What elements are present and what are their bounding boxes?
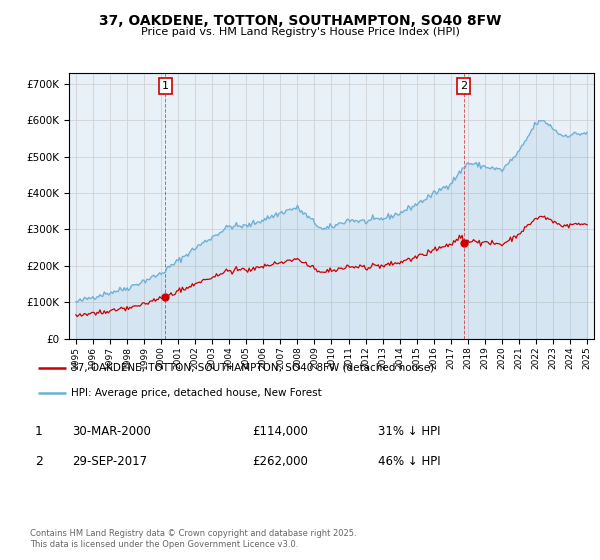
Text: 37, OAKDENE, TOTTON, SOUTHAMPTON, SO40 8FW: 37, OAKDENE, TOTTON, SOUTHAMPTON, SO40 8…	[99, 14, 501, 28]
Text: £262,000: £262,000	[252, 455, 308, 468]
Text: 31% ↓ HPI: 31% ↓ HPI	[378, 425, 440, 438]
Text: 30-MAR-2000: 30-MAR-2000	[72, 425, 151, 438]
Text: 37, OAKDENE, TOTTON, SOUTHAMPTON, SO40 8FW (detached house): 37, OAKDENE, TOTTON, SOUTHAMPTON, SO40 8…	[71, 363, 434, 373]
Text: 46% ↓ HPI: 46% ↓ HPI	[378, 455, 440, 468]
Text: 29-SEP-2017: 29-SEP-2017	[72, 455, 147, 468]
Text: 2: 2	[35, 455, 43, 468]
Text: 1: 1	[162, 81, 169, 91]
Text: Price paid vs. HM Land Registry's House Price Index (HPI): Price paid vs. HM Land Registry's House …	[140, 27, 460, 37]
Text: HPI: Average price, detached house, New Forest: HPI: Average price, detached house, New …	[71, 388, 322, 398]
Text: Contains HM Land Registry data © Crown copyright and database right 2025.
This d: Contains HM Land Registry data © Crown c…	[30, 529, 356, 549]
Text: 1: 1	[35, 425, 43, 438]
Text: £114,000: £114,000	[252, 425, 308, 438]
Text: 2: 2	[460, 81, 467, 91]
